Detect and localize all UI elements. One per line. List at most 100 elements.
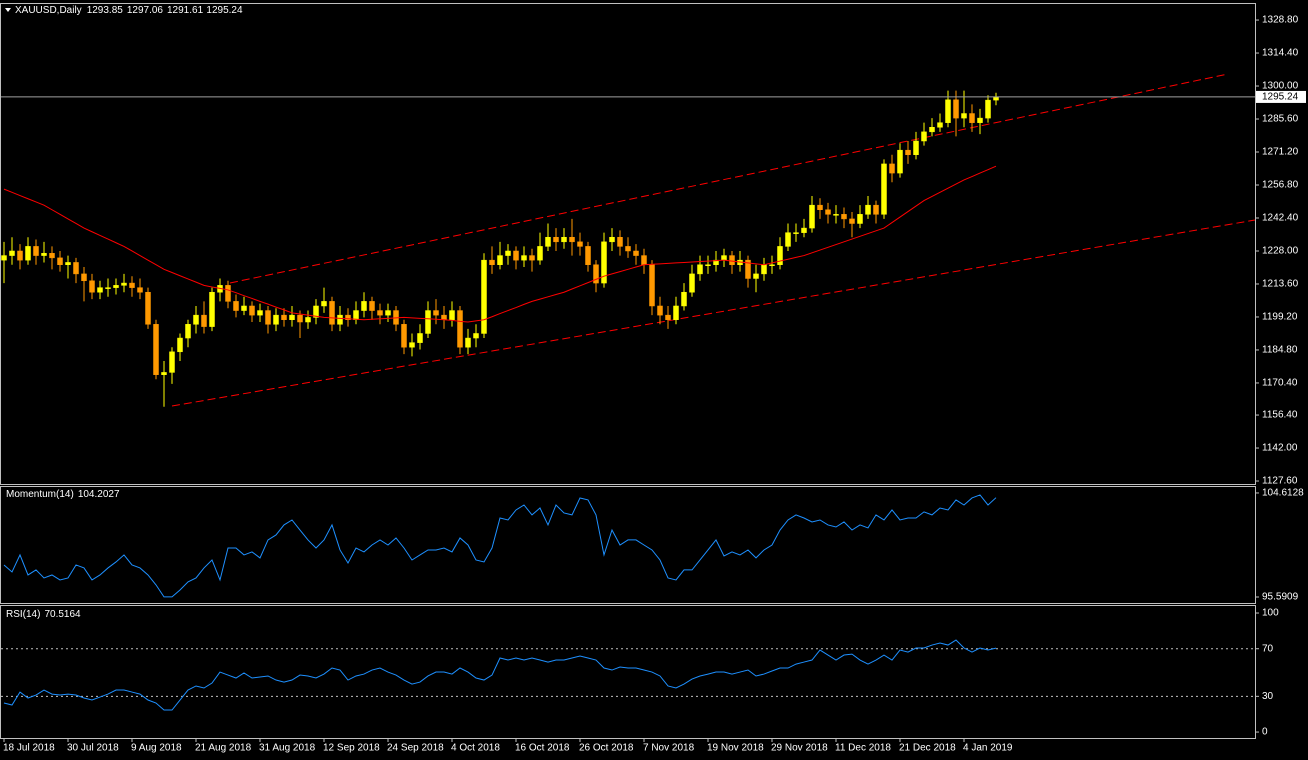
- candle-body: [937, 122, 943, 128]
- y-tick-label: 1127.60: [1262, 476, 1298, 487]
- y-tick-label: 1314.40: [1262, 48, 1299, 59]
- candle-body: [145, 291, 151, 325]
- candle-body: [161, 372, 167, 375]
- candle-body: [241, 305, 247, 311]
- x-tick-label: 29 Nov 2018: [771, 743, 828, 754]
- candle-body: [449, 310, 455, 320]
- candle-body: [985, 99, 991, 119]
- rsi-pane: [0, 605, 1256, 739]
- candle-body: [881, 163, 887, 215]
- high: 1297.06: [127, 5, 164, 16]
- candle-body: [305, 317, 311, 323]
- candle-body: [289, 314, 295, 320]
- candle-body: [17, 250, 23, 261]
- candle-body: [777, 246, 783, 265]
- candle-body: [977, 117, 983, 123]
- candle-body: [169, 351, 175, 373]
- price-tag-label: 1295.24: [1262, 92, 1299, 103]
- candle-body: [57, 257, 63, 265]
- x-tick-label: 4 Oct 2018: [451, 743, 500, 754]
- candle-body: [49, 253, 55, 259]
- indicator-value: 70.5164: [44, 609, 81, 620]
- candle-body: [25, 246, 31, 261]
- candle-body: [649, 264, 655, 307]
- x-tick-label: 24 Sep 2018: [387, 743, 444, 754]
- candle-body: [385, 310, 391, 316]
- candle-body: [657, 305, 663, 316]
- candle-body: [897, 149, 903, 174]
- y-tick-label: 1300.00: [1262, 81, 1299, 92]
- candle-body: [913, 140, 919, 156]
- candle-body: [665, 314, 671, 320]
- candle-body: [865, 204, 871, 215]
- candle-body: [129, 282, 135, 288]
- candle-body: [681, 291, 687, 307]
- x-tick-label: 9 Aug 2018: [131, 743, 182, 754]
- candle-body: [761, 264, 767, 275]
- candle-body: [905, 149, 911, 156]
- y-tick-label: 1285.60: [1262, 114, 1299, 125]
- close: 1295.24: [206, 5, 243, 16]
- y-tick-label: 1328.80: [1262, 15, 1299, 26]
- x-tick-label: 18 Jul 2018: [3, 743, 55, 754]
- candle-body: [841, 214, 847, 220]
- candle-body: [809, 204, 815, 229]
- candle-body: [625, 246, 631, 252]
- y-tick-label: 1170.40: [1262, 378, 1298, 389]
- candle-body: [337, 314, 343, 325]
- candle-body: [889, 163, 895, 174]
- y-tick-label: 1256.80: [1262, 180, 1299, 191]
- candle-body: [609, 236, 615, 243]
- x-tick-label: 30 Jul 2018: [67, 743, 119, 754]
- candle-body: [569, 236, 575, 243]
- candle-body: [345, 314, 351, 320]
- candle-body: [769, 264, 775, 266]
- y-tick-label: 1213.60: [1262, 279, 1299, 290]
- candle-body: [561, 236, 567, 243]
- momentum-pane: [0, 486, 1256, 604]
- candle-body: [673, 305, 679, 320]
- x-tick-label: 12 Sep 2018: [323, 743, 380, 754]
- candle-body: [193, 314, 199, 325]
- candle-body: [817, 204, 823, 210]
- candle-body: [417, 333, 423, 343]
- candle-body: [121, 282, 127, 286]
- x-tick-label: 21 Aug 2018: [195, 743, 252, 754]
- candle-body: [465, 337, 471, 348]
- candle-body: [553, 236, 559, 243]
- candle-body: [425, 310, 431, 334]
- y-tick-label: 0: [1262, 727, 1268, 738]
- menu-arrow[interactable]: [5, 8, 11, 12]
- y-tick-label: 1228.00: [1262, 246, 1299, 257]
- y-tick-label: 70: [1262, 643, 1274, 654]
- x-tick-label: 21 Dec 2018: [899, 743, 956, 754]
- x-tick-label: 16 Oct 2018: [515, 743, 570, 754]
- candle-body: [793, 232, 799, 234]
- candle-body: [265, 310, 271, 325]
- candle-body: [41, 253, 47, 256]
- candle-body: [785, 232, 791, 247]
- open: 1293.85: [87, 5, 124, 16]
- candle-body: [529, 255, 535, 261]
- candle-body: [9, 250, 15, 256]
- candle-body: [969, 113, 975, 123]
- y-tick-label: 104.6128: [1262, 488, 1304, 499]
- candle-body: [697, 264, 703, 275]
- momentum-header: Momentum(14) 104.2027: [6, 489, 120, 500]
- candle-body: [185, 324, 191, 339]
- candle-body: [81, 273, 87, 282]
- main-pane: [0, 3, 1256, 485]
- moving-average: [3, 165, 997, 323]
- candle-body: [273, 314, 279, 325]
- candle-body: [361, 301, 367, 311]
- y-tick-label: 1271.20: [1262, 147, 1299, 158]
- candle-body: [545, 236, 551, 247]
- candle-body: [521, 255, 527, 261]
- rsi-header: RSI(14) 70.5164: [6, 609, 81, 620]
- candle-body: [513, 250, 519, 261]
- candle-body: [433, 310, 439, 316]
- candle-body: [97, 287, 103, 293]
- candle-body: [689, 273, 695, 293]
